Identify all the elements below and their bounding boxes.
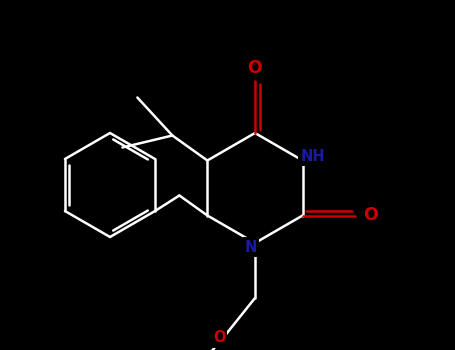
Text: O: O bbox=[213, 330, 225, 345]
Text: NH: NH bbox=[300, 149, 325, 164]
Text: O: O bbox=[363, 206, 378, 224]
Text: O: O bbox=[248, 59, 263, 77]
Text: N: N bbox=[245, 239, 257, 254]
